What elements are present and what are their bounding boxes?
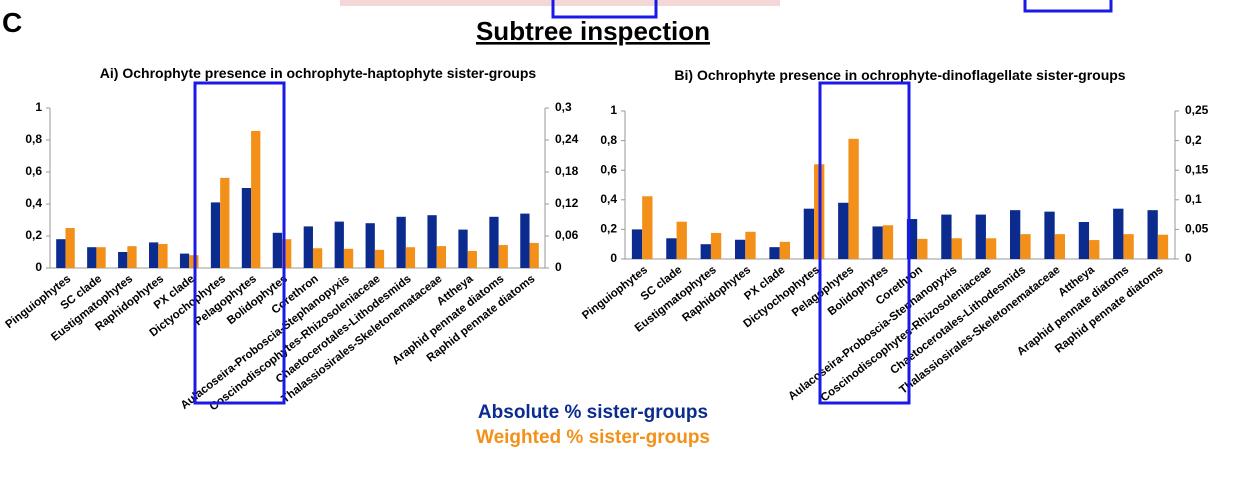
y2-tick-label: 0: [1185, 251, 1192, 265]
bar: [710, 232, 722, 259]
y2-tick-label: 0,1: [1185, 192, 1202, 206]
bar: [1113, 208, 1124, 259]
bar: [917, 238, 928, 259]
bar: [1123, 234, 1134, 259]
y2-tick-label: 0: [555, 260, 562, 274]
bar: [1078, 222, 1090, 259]
bar: [127, 246, 137, 268]
bar: [282, 239, 292, 268]
bar: [848, 138, 859, 259]
y-tick-label: 1: [35, 100, 42, 114]
bar: [666, 238, 677, 259]
bar: [251, 130, 261, 268]
cropped-highlight: [551, 0, 658, 19]
bar: [1020, 234, 1031, 259]
y2-tick-label: 0,06: [555, 228, 579, 242]
bar: [951, 238, 962, 259]
bar: [436, 246, 446, 268]
bar: [779, 241, 790, 259]
bar: [520, 213, 530, 268]
bar: [1147, 210, 1158, 259]
y-tick-label: 0,8: [25, 132, 42, 146]
chart-title: Ai) Ochrophyte presence in ochrophyte-ha…: [100, 65, 537, 81]
bar: [803, 208, 815, 259]
y-tick-label: 0,8: [600, 133, 617, 147]
highlight-box: [193, 81, 286, 405]
y-tick-label: 0,2: [25, 228, 42, 242]
bar: [179, 253, 190, 268]
bar: [467, 250, 477, 268]
y-tick-label: 0,4: [600, 192, 617, 206]
bar: [396, 216, 406, 268]
y2-tick-label: 0,15: [1185, 162, 1209, 176]
bar: [489, 216, 499, 268]
bar: [334, 221, 344, 268]
y-tick-label: 0: [610, 251, 617, 265]
bar: [872, 226, 883, 259]
bar: [118, 252, 128, 268]
y2-tick-label: 0,12: [555, 196, 579, 210]
bar: [210, 202, 221, 268]
bar: [906, 219, 918, 259]
bar: [769, 247, 780, 259]
y-tick-label: 0: [35, 260, 42, 274]
bar: [985, 238, 997, 259]
y2-tick-label: 0,25: [1185, 103, 1209, 117]
cropped-strip: [340, 0, 780, 6]
chart-title: Bi) Ochrophyte presence in ochrophyte-di…: [674, 67, 1125, 83]
bar: [700, 244, 711, 259]
x-tick-label: Bolidophytes: [826, 264, 891, 318]
bar: [735, 239, 746, 259]
y2-tick-label: 0,2: [1185, 133, 1202, 147]
bar: [158, 244, 168, 268]
bar: [529, 242, 539, 268]
bar: [631, 229, 643, 259]
legend-entry: Weighted % sister-groups: [476, 427, 710, 448]
y-tick-label: 0,6: [600, 162, 617, 176]
bar: [838, 202, 849, 259]
bar: [676, 221, 687, 259]
bar: [56, 239, 66, 268]
bar: [96, 247, 106, 268]
heading: Subtree inspection: [476, 16, 710, 46]
y-tick-label: 0,4: [25, 196, 42, 210]
panel-label: C: [2, 7, 22, 38]
bar: [374, 249, 385, 268]
bar: [343, 248, 354, 268]
y2-tick-label: 0,18: [555, 164, 579, 178]
y-tick-label: 0,6: [25, 164, 42, 178]
bar: [498, 245, 508, 268]
bar: [427, 215, 437, 268]
bar: [87, 247, 97, 268]
legend-entry: Absolute % sister-groups: [478, 402, 708, 423]
bar: [272, 232, 283, 268]
bar: [220, 177, 230, 268]
bar: [882, 225, 894, 259]
bar: [303, 226, 313, 268]
bar: [975, 214, 986, 259]
bar: [1054, 234, 1065, 259]
bar: [149, 242, 159, 268]
cropped-highlight: [1023, 0, 1113, 13]
bar: [65, 228, 75, 268]
y2-tick-label: 0,3: [555, 100, 572, 114]
y2-tick-label: 0,05: [1185, 222, 1209, 236]
y2-tick-label: 0,24: [555, 132, 579, 146]
bar: [405, 247, 416, 268]
highlight-box: [818, 81, 911, 405]
bar: [365, 223, 375, 268]
bar: [642, 196, 653, 259]
bar: [1157, 234, 1169, 259]
bar: [1044, 211, 1055, 259]
bar: [241, 188, 252, 268]
bar: [1089, 240, 1100, 259]
bar: [458, 229, 468, 268]
bar: [1010, 210, 1021, 259]
bar: [745, 231, 756, 259]
y-tick-label: 0,2: [600, 222, 617, 236]
y-tick-label: 1: [610, 103, 617, 117]
bar: [312, 248, 323, 268]
bar: [941, 214, 952, 259]
